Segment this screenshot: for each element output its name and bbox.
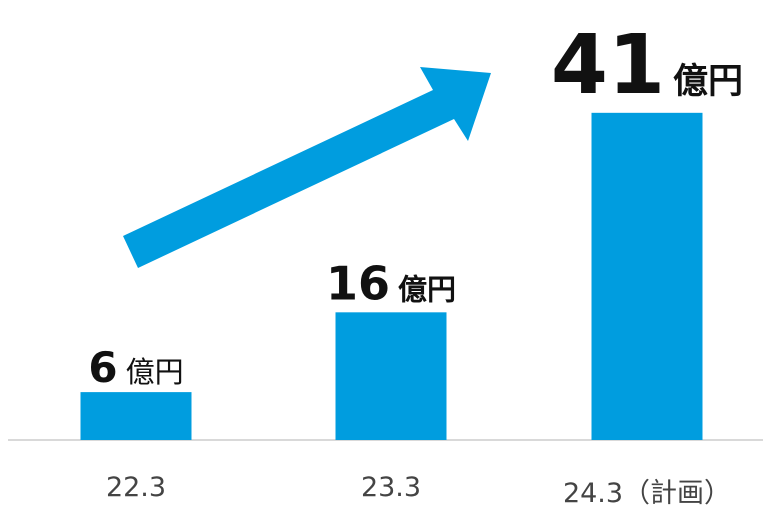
data-label-unit-2: 億円 bbox=[673, 62, 743, 102]
data-label-0: 6 億円 bbox=[88, 343, 183, 392]
bar-2 bbox=[591, 112, 703, 440]
x-tick-label-2: 24.3（計画） bbox=[563, 478, 731, 507]
x-tick-label-0: 22.3 bbox=[106, 472, 166, 503]
data-label-1: 16 億円 bbox=[326, 256, 456, 310]
growth-arrow bbox=[123, 67, 491, 268]
data-label-unit-0: 億円 bbox=[126, 355, 184, 389]
data-label-unit-1: 億円 bbox=[398, 272, 456, 306]
data-label-value-0: 6 bbox=[88, 343, 117, 392]
data-label-value-1: 16 bbox=[326, 256, 390, 310]
bar-0 bbox=[80, 392, 192, 440]
bars-group bbox=[80, 112, 703, 440]
growth-arrow-shape bbox=[123, 67, 491, 268]
tick-labels-group: 22.3 23.3 24.3（計画） bbox=[106, 472, 731, 507]
bar-1 bbox=[335, 312, 447, 440]
data-label-2: 41 億円 bbox=[551, 18, 743, 113]
x-tick-label-1: 23.3 bbox=[361, 472, 421, 503]
data-label-value-2: 41 bbox=[551, 18, 665, 113]
